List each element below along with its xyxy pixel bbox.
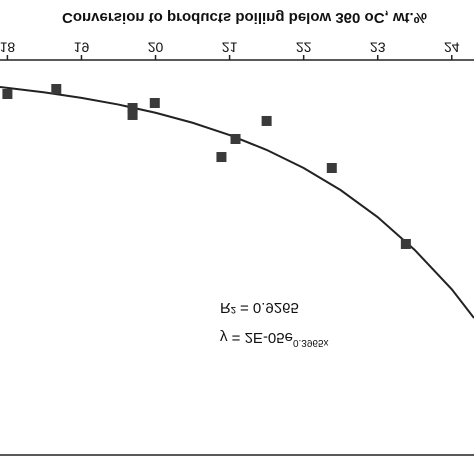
point: [400, 238, 411, 249]
equation-exponent: 0.3965x: [293, 337, 329, 348]
point: [216, 152, 227, 163]
point: [127, 103, 138, 114]
x-tick-label: 22: [296, 39, 312, 55]
chart-title: Conversion to products boiling below 360…: [62, 9, 427, 26]
x-tick-label: 19: [74, 39, 90, 55]
r-squared: R² = 0.9265: [220, 299, 299, 316]
point: [51, 83, 62, 94]
equation: y = 2E-05e0.3965x: [220, 329, 329, 348]
point: [149, 98, 160, 109]
x-tick-label: 18: [0, 39, 15, 55]
point: [127, 109, 138, 120]
point: [326, 163, 337, 174]
x-tick-label: 21: [222, 39, 238, 55]
point: [261, 115, 272, 126]
trendline: [0, 86, 474, 319]
x-tick-label: 20: [148, 39, 164, 55]
x-tick-label: 23: [370, 39, 386, 55]
equation-base: y = 2E-05e: [220, 329, 293, 346]
point: [230, 133, 241, 144]
x-tick-label: 24: [444, 39, 460, 55]
point: [2, 88, 13, 99]
